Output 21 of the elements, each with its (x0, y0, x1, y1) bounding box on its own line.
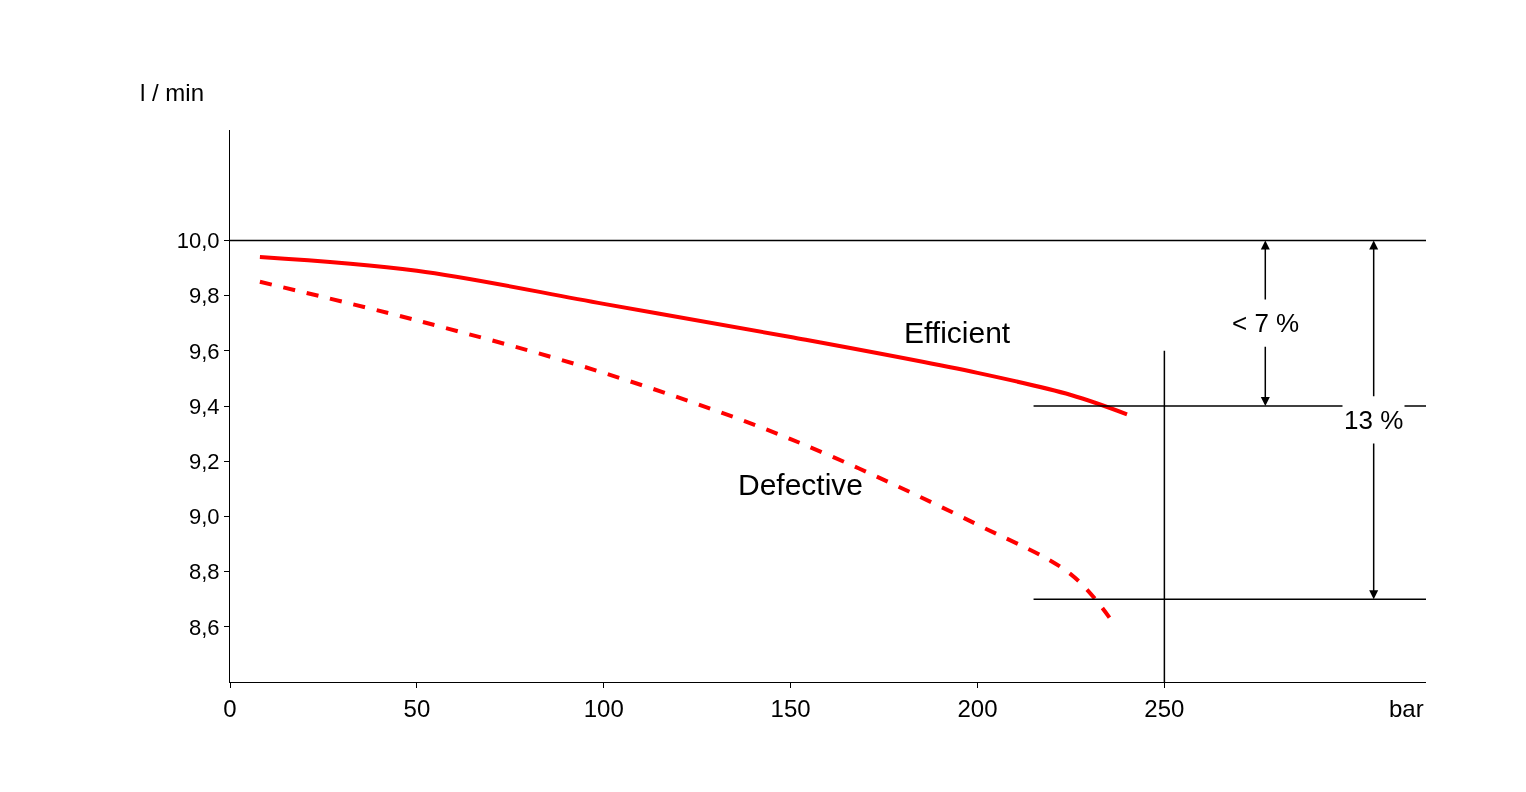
annotation: < 7 % (1232, 308, 1300, 338)
y-tick-label: 8,6 (189, 614, 220, 640)
series-label: Efficient (904, 316, 1011, 349)
y-tick-label: 9,6 (189, 338, 220, 364)
y-tick-label: 10,0 (176, 228, 220, 254)
x-tick-label: 200 (957, 694, 998, 722)
x-axis-title: bar (1389, 695, 1424, 722)
x-tick-label: 0 (223, 694, 237, 722)
y-tick-label: 9,0 (189, 504, 220, 530)
line-series (257, 254, 1129, 417)
y-tick-label: 9,4 (189, 393, 220, 419)
series-label: Defective (738, 468, 864, 501)
x-tick-label: 150 (770, 694, 811, 722)
annotation: 13 % (1344, 405, 1404, 435)
y-tick-label: 9,8 (189, 283, 220, 309)
x-tick-label: 50 (403, 694, 431, 722)
x-tick-label: 100 (583, 694, 624, 722)
y-tick-label: 8,8 (189, 559, 220, 585)
x-tick-label: 250 (1144, 694, 1185, 722)
y-tick-label: 9,2 (189, 448, 220, 474)
y-axis-title: l / min (140, 79, 205, 106)
